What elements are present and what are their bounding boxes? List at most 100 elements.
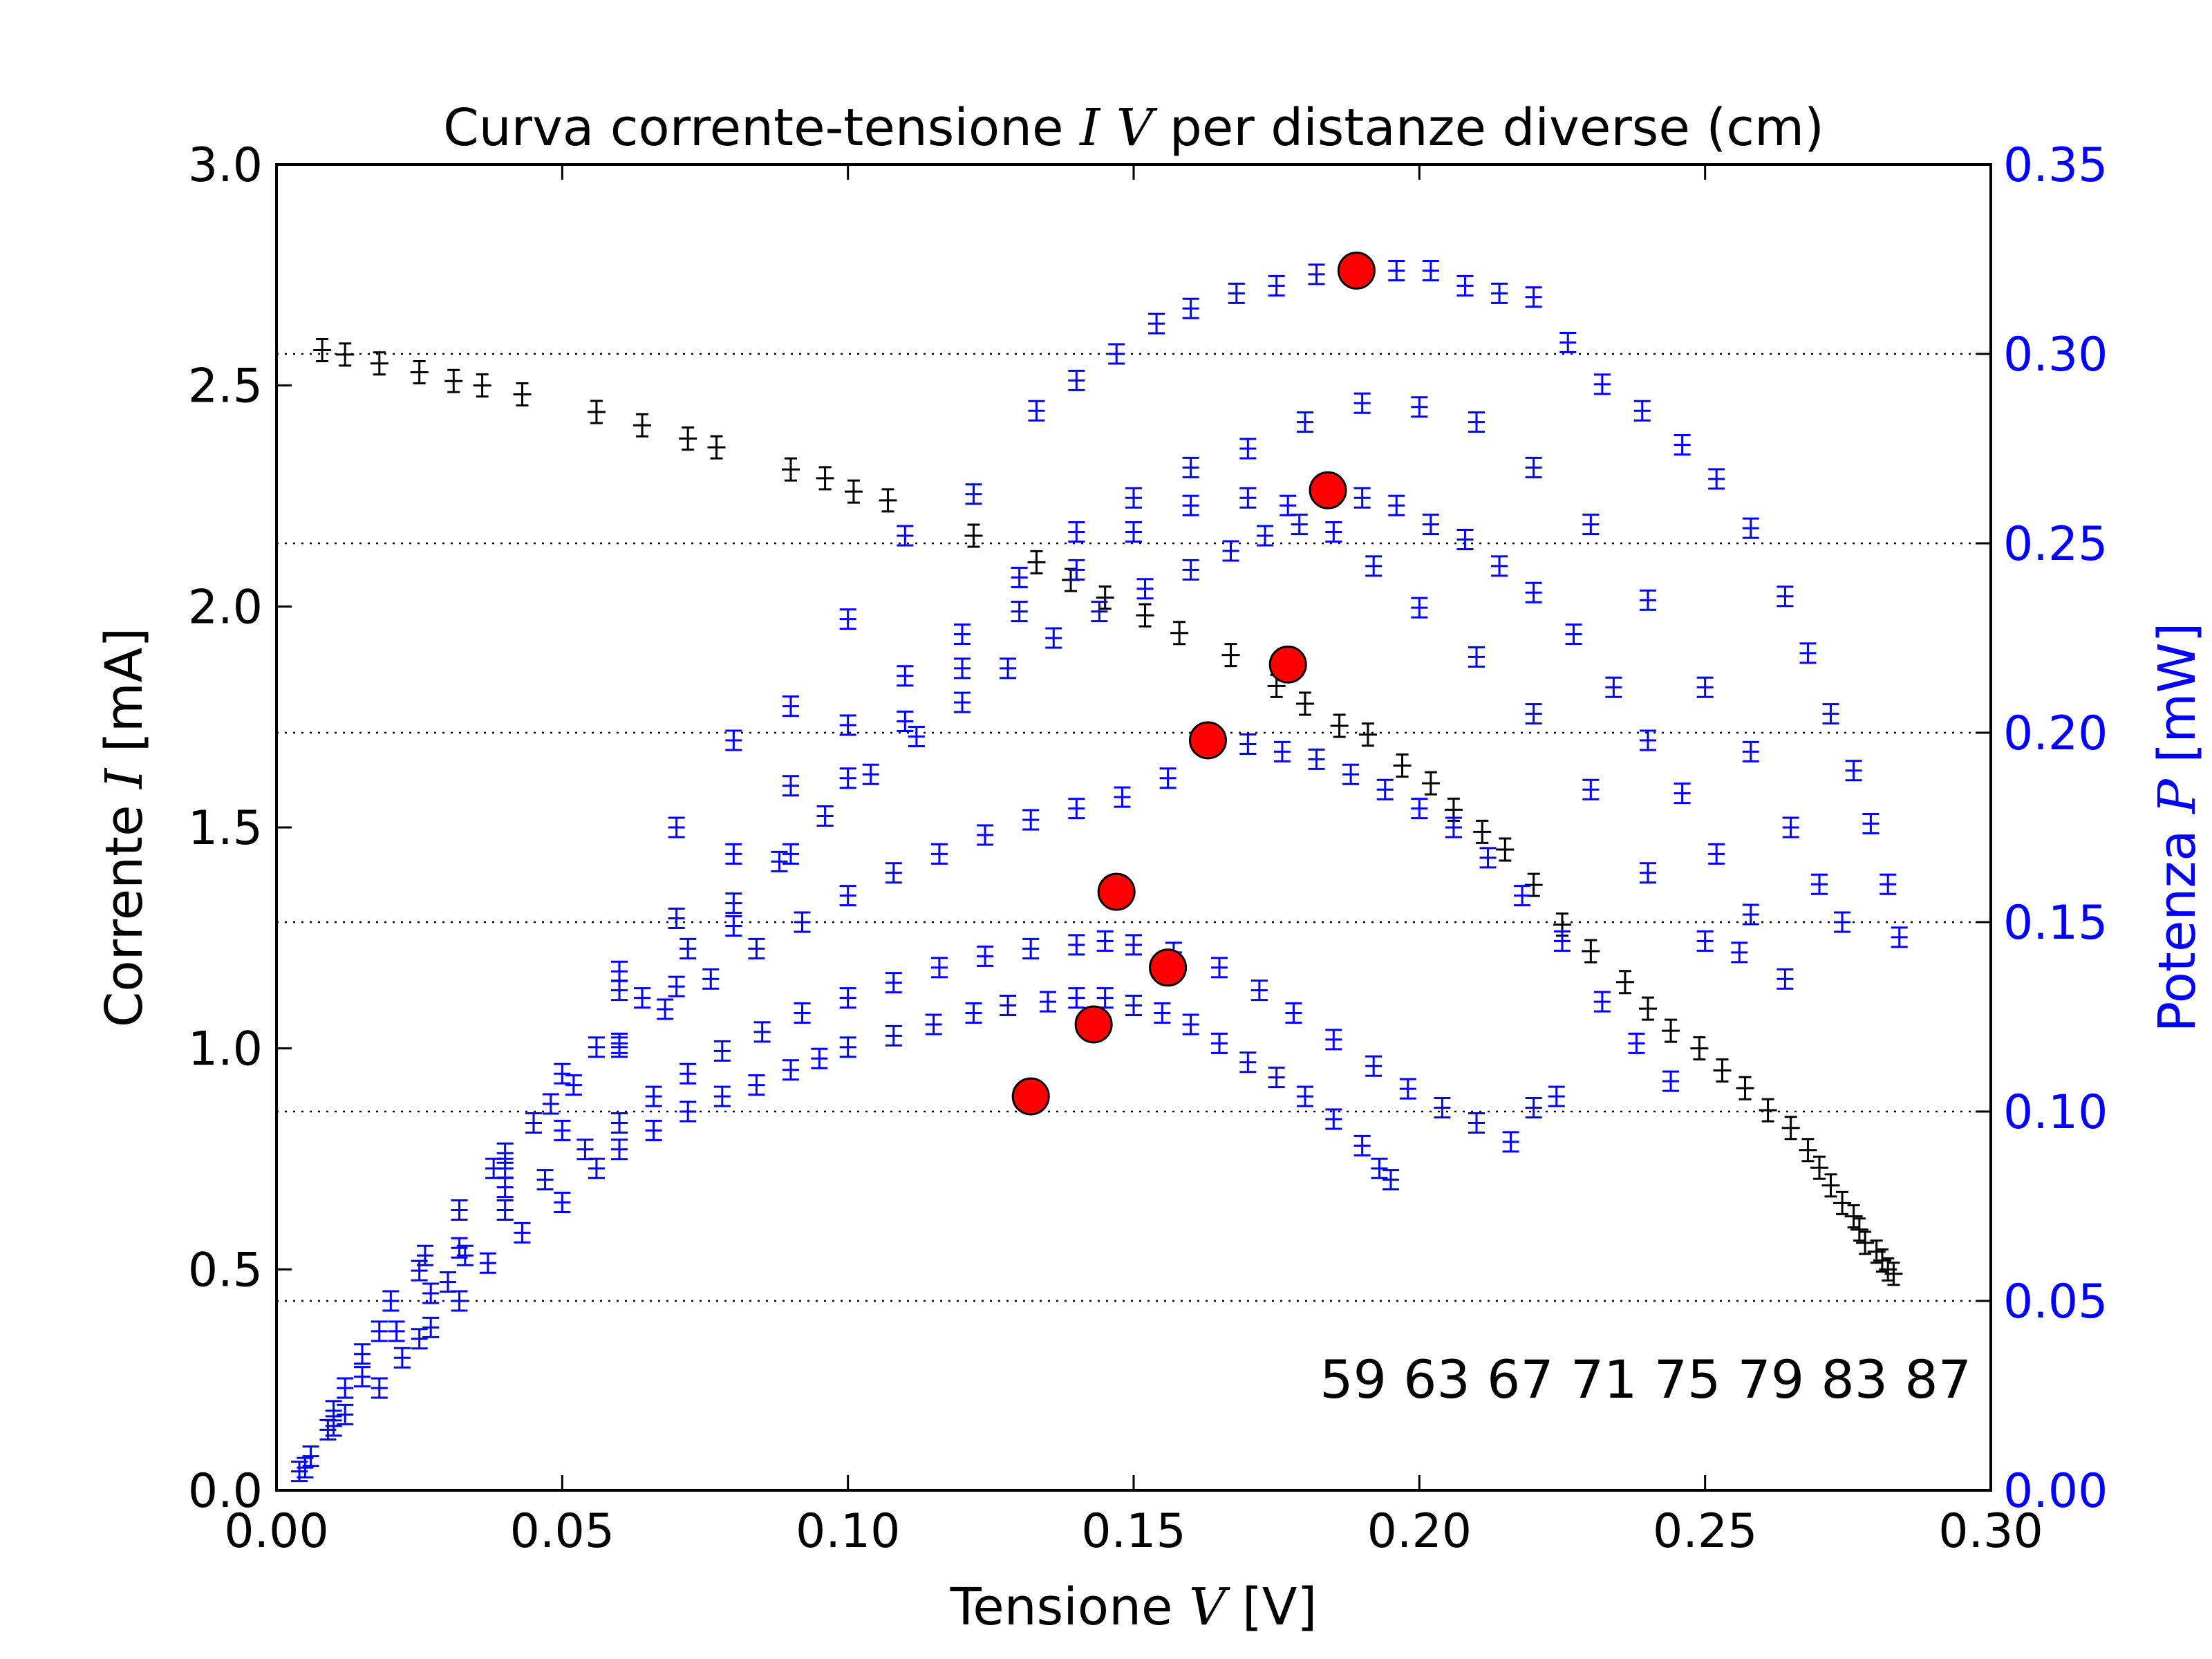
power-point [1845,760,1862,782]
current-point [1873,1248,1891,1273]
current-point [1736,1076,1754,1100]
current-point [1833,1190,1852,1215]
max-power-marker [1011,1077,1050,1116]
power-point [514,1221,531,1244]
x-tick-label: 0.25 [1653,1504,1757,1559]
x-tick-label: 0.15 [1081,1504,1185,1559]
power-point [1325,521,1342,543]
power-point [1353,1134,1371,1156]
power-point [1159,767,1177,789]
power-point [1325,1108,1342,1130]
max-power-marker [1188,721,1227,760]
power-point [542,1093,559,1115]
y-right-tick-label: 0.05 [2003,1275,2108,1329]
power-series-63 [611,259,1908,982]
power-point [1525,456,1542,478]
power-series-67 [440,392,1851,1293]
y-left-tick-label: 2.5 [188,359,263,414]
power-point [1125,521,1142,543]
y-right-tick-label: 0.35 [2003,138,2108,193]
power-point [885,972,902,994]
current-point [1421,771,1440,796]
power-point [1285,1002,1302,1024]
power-point [668,908,685,930]
power-point [611,980,628,1002]
power-point [354,1343,371,1365]
power-point [885,1024,902,1047]
power-point [1456,529,1474,551]
power-point [496,1157,514,1179]
power-point [1777,585,1794,608]
power-point [668,816,685,838]
current-point [1330,713,1349,738]
power-point [679,1062,697,1085]
current-point [313,338,332,363]
power-point [977,945,994,967]
power-point [725,843,742,865]
power-point [668,975,685,997]
power-point [1559,332,1577,354]
power-point [1742,740,1759,762]
current-point [1884,1262,1903,1286]
power-point [1268,1067,1285,1089]
power-point [839,608,856,630]
power-series [291,259,1908,1483]
max-power-marker [1268,645,1307,684]
current-point [1296,691,1314,716]
current-point [336,342,355,367]
power-point [713,1085,731,1107]
power-point [1028,400,1045,422]
power-point [451,1199,468,1221]
power-point [1822,703,1839,725]
power-point [1211,1032,1228,1054]
current-point [1713,1058,1732,1083]
x-tick-label: 0.30 [1938,1504,2043,1559]
power-point [382,1290,400,1312]
power-point [954,657,971,679]
power-point [702,968,720,990]
power-point [713,1040,731,1062]
power-point [1353,392,1371,414]
power-point [1182,297,1199,319]
current-point [1027,550,1046,574]
power-point [1565,624,1582,646]
power-point [1125,934,1142,956]
current-point [1844,1204,1863,1229]
power-point [908,725,925,747]
power-point [611,1112,628,1134]
power-point [588,1036,605,1058]
power-point [1011,566,1028,588]
power-point [1640,729,1656,751]
current-point [1856,1230,1875,1255]
power-point [1068,369,1085,391]
power-point [1491,555,1508,577]
current-point [1821,1173,1840,1198]
power-point [1548,1085,1565,1107]
power-point [725,892,742,915]
power-point [725,915,742,937]
power-point [1525,581,1542,603]
power-point [839,987,856,1009]
power-point [1068,521,1085,543]
power-point [1633,400,1651,422]
power-point [1376,778,1394,800]
power-point [1708,468,1725,490]
power-point [794,911,811,933]
power-point [1068,987,1085,1009]
current-point [879,488,897,513]
right-y-axis-title: Potenza P [mW] [2148,623,2207,1033]
power-point [1365,1055,1382,1077]
power-point [1468,411,1485,433]
power-point [1342,763,1360,785]
power-point [411,1259,428,1282]
power-series-79 [325,733,1680,1422]
power-point [1491,282,1508,304]
power-point [748,937,765,959]
current-point [782,457,800,482]
power-point [525,1112,542,1134]
power-point [645,1119,662,1141]
x-tick-label: 0.10 [796,1504,900,1559]
power-point [1228,282,1245,304]
power-point [1782,816,1799,838]
power-point [1731,941,1748,964]
